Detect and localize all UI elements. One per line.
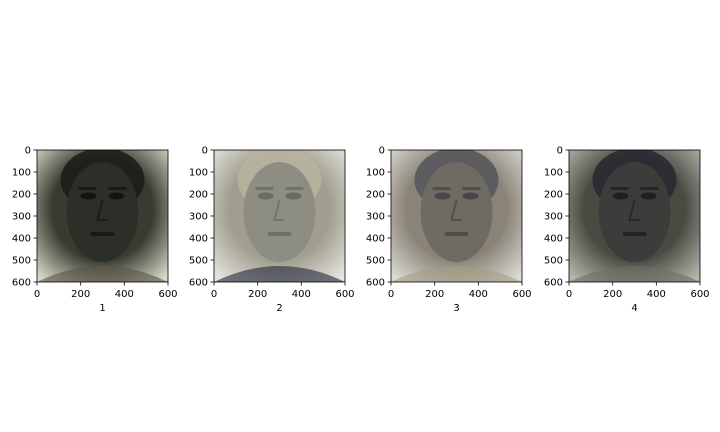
x-tick-label: 0 bbox=[388, 289, 394, 300]
face-image bbox=[214, 150, 345, 282]
face-image bbox=[391, 150, 522, 282]
x-tick-label: 200 bbox=[603, 289, 622, 300]
y-tick-label: 300 bbox=[544, 212, 563, 223]
subplot-caption: 2 bbox=[276, 303, 282, 314]
y-tick-label: 500 bbox=[544, 256, 563, 267]
y-tick-label: 100 bbox=[544, 168, 563, 179]
face-image bbox=[569, 150, 700, 282]
y-tick-label: 400 bbox=[366, 234, 385, 245]
y-tick-label: 400 bbox=[189, 234, 208, 245]
y-tick-label: 100 bbox=[366, 168, 385, 179]
y-tick-label: 100 bbox=[12, 168, 31, 179]
y-tick-label: 500 bbox=[12, 256, 31, 267]
x-tick-label: 0 bbox=[34, 289, 40, 300]
x-tick-label: 600 bbox=[158, 289, 177, 300]
y-tick-label: 0 bbox=[202, 146, 208, 157]
y-tick-label: 200 bbox=[366, 190, 385, 201]
y-tick-label: 300 bbox=[366, 212, 385, 223]
face-image bbox=[37, 150, 168, 282]
x-tick-label: 200 bbox=[71, 289, 90, 300]
y-tick-label: 0 bbox=[25, 146, 31, 157]
x-tick-label: 400 bbox=[115, 289, 134, 300]
x-tick-label: 400 bbox=[469, 289, 488, 300]
y-tick-label: 600 bbox=[12, 278, 31, 289]
y-tick-label: 100 bbox=[189, 168, 208, 179]
y-tick-label: 500 bbox=[366, 256, 385, 267]
subplot-caption: 3 bbox=[453, 303, 459, 314]
x-tick-label: 600 bbox=[335, 289, 354, 300]
x-tick-label: 600 bbox=[690, 289, 709, 300]
y-tick-label: 200 bbox=[189, 190, 208, 201]
x-tick-label: 0 bbox=[566, 289, 572, 300]
x-tick-label: 200 bbox=[248, 289, 267, 300]
y-tick-label: 400 bbox=[12, 234, 31, 245]
y-tick-label: 300 bbox=[189, 212, 208, 223]
y-tick-label: 600 bbox=[189, 278, 208, 289]
y-tick-label: 0 bbox=[557, 146, 563, 157]
y-tick-label: 500 bbox=[189, 256, 208, 267]
y-tick-label: 300 bbox=[12, 212, 31, 223]
y-tick-label: 400 bbox=[544, 234, 563, 245]
y-tick-label: 600 bbox=[544, 278, 563, 289]
x-tick-label: 600 bbox=[512, 289, 531, 300]
x-tick-label: 200 bbox=[425, 289, 444, 300]
x-tick-label: 0 bbox=[211, 289, 217, 300]
y-tick-label: 600 bbox=[366, 278, 385, 289]
x-tick-label: 400 bbox=[647, 289, 666, 300]
y-tick-label: 200 bbox=[544, 190, 563, 201]
y-tick-label: 200 bbox=[12, 190, 31, 201]
subplot-caption: 1 bbox=[99, 303, 105, 314]
y-tick-label: 0 bbox=[379, 146, 385, 157]
subplot-caption: 4 bbox=[631, 303, 637, 314]
x-tick-label: 400 bbox=[292, 289, 311, 300]
